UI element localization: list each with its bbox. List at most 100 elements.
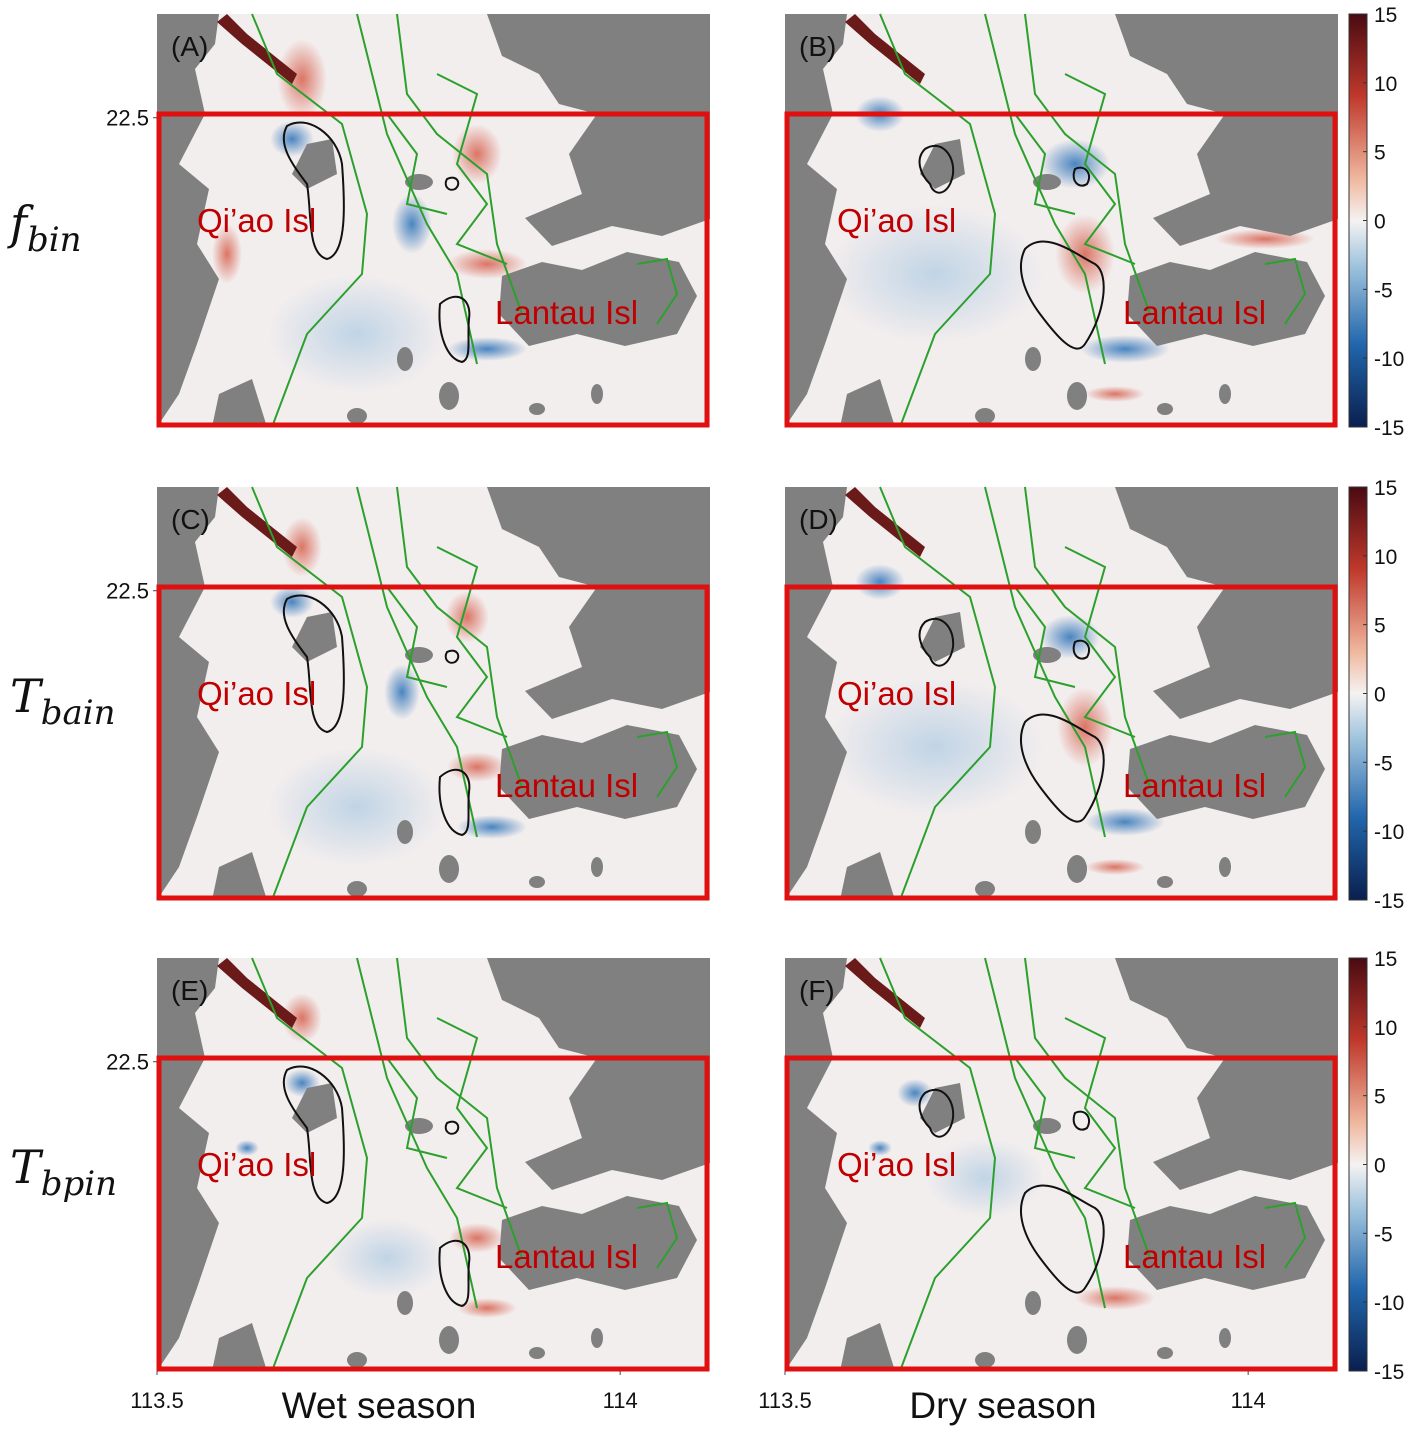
contour <box>282 594 345 734</box>
land <box>212 379 267 427</box>
land <box>1115 487 1338 719</box>
colorbar-tick-label: -10 <box>1374 1292 1404 1315</box>
island <box>975 1352 995 1368</box>
island <box>439 382 459 410</box>
anomaly <box>447 752 507 782</box>
channel <box>636 730 679 798</box>
channel <box>879 486 997 901</box>
anomaly <box>1075 1286 1155 1310</box>
x-tick-label: 114 <box>1231 1388 1266 1413</box>
island <box>591 384 603 404</box>
island <box>1219 1328 1231 1348</box>
colorbar-tick-label: -15 <box>1374 890 1404 913</box>
channel <box>251 957 369 1372</box>
land <box>1127 725 1325 819</box>
colorbar-tick-label: 10 <box>1374 73 1397 96</box>
channel <box>251 13 369 428</box>
land <box>292 612 337 662</box>
anomaly <box>445 591 489 643</box>
channel <box>356 13 478 365</box>
island <box>1157 876 1173 888</box>
island-label: Lantau Isl <box>1123 294 1266 331</box>
island-label: Qi’ao Isl <box>837 202 956 239</box>
channel <box>1264 1201 1307 1269</box>
contour <box>438 768 471 837</box>
channel <box>1014 586 1076 688</box>
land <box>1115 958 1338 1190</box>
colorbar-tick-label: 15 <box>1374 477 1397 500</box>
study-box <box>784 111 1338 428</box>
island <box>1219 384 1231 404</box>
colorbar-tick-label: -10 <box>1374 348 1404 371</box>
channel <box>1064 73 1136 265</box>
map-panel: (F) Qi’ao Isl Lantau Isl <box>784 957 1338 1372</box>
channel <box>396 13 523 315</box>
land <box>785 487 847 900</box>
colorbar-tick-label: 5 <box>1374 615 1386 638</box>
channel <box>636 1201 679 1269</box>
anomaly <box>1040 615 1100 659</box>
land <box>499 252 697 346</box>
land <box>920 139 965 189</box>
channel <box>984 13 1106 365</box>
row-label-subscript: bain <box>41 693 116 733</box>
channel <box>879 13 997 428</box>
island-label: Qi’ao Isl <box>197 675 316 712</box>
island <box>397 1291 413 1315</box>
contour <box>1020 240 1105 350</box>
contour <box>1020 1184 1105 1294</box>
anomaly <box>327 1218 447 1298</box>
map-panel: (A) Qi’ao Isl Lantau Isl <box>156 13 710 428</box>
island <box>529 876 545 888</box>
row-label: Tbpin <box>10 1140 117 1204</box>
channel <box>436 73 508 265</box>
channel <box>251 486 369 901</box>
row-label: fbin <box>7 196 82 260</box>
island-label: Lantau Isl <box>1123 1238 1266 1275</box>
channel <box>984 486 1106 838</box>
island <box>397 347 413 371</box>
river <box>217 14 297 84</box>
channel <box>436 546 508 738</box>
map-panel: (E) Qi’ao Isl Lantau Isl <box>156 957 710 1372</box>
contour <box>1072 1110 1091 1131</box>
panel-label: (C) <box>171 504 210 535</box>
anomaly <box>1040 139 1110 189</box>
panel-label: (B) <box>799 31 836 62</box>
land <box>785 14 847 427</box>
island <box>1157 403 1173 415</box>
land <box>920 612 965 662</box>
land <box>487 14 710 246</box>
island <box>347 408 367 424</box>
channel <box>436 1017 508 1209</box>
channel <box>396 486 523 788</box>
anomaly <box>235 1140 259 1156</box>
channel <box>386 1057 448 1159</box>
colorbar-tick-label: -5 <box>1374 752 1393 775</box>
land <box>840 1323 895 1371</box>
x-tick-label: 114 <box>603 1388 638 1413</box>
channel <box>386 113 448 215</box>
anomaly <box>1085 386 1145 402</box>
colorbar-tick-label: -10 <box>1374 821 1404 844</box>
island-label: Lantau Isl <box>1123 767 1266 804</box>
anomaly <box>855 564 905 600</box>
river <box>217 958 297 1028</box>
land <box>157 14 219 427</box>
river <box>217 487 297 557</box>
row-label-symbol: T <box>10 669 44 723</box>
channel <box>1064 546 1136 738</box>
contour <box>438 295 471 364</box>
contour <box>918 144 955 194</box>
anomaly <box>868 1140 892 1156</box>
anomaly <box>825 677 1045 817</box>
panel-label: (E) <box>171 975 208 1006</box>
colorbar-tick-label: 15 <box>1374 948 1397 971</box>
anomaly <box>392 194 432 254</box>
anomaly <box>270 121 314 157</box>
river <box>845 487 925 557</box>
island <box>975 408 995 424</box>
map-panel: (B) Qi’ao Isl Lantau Isl <box>784 13 1338 428</box>
island-label: Lantau Isl <box>495 294 638 331</box>
